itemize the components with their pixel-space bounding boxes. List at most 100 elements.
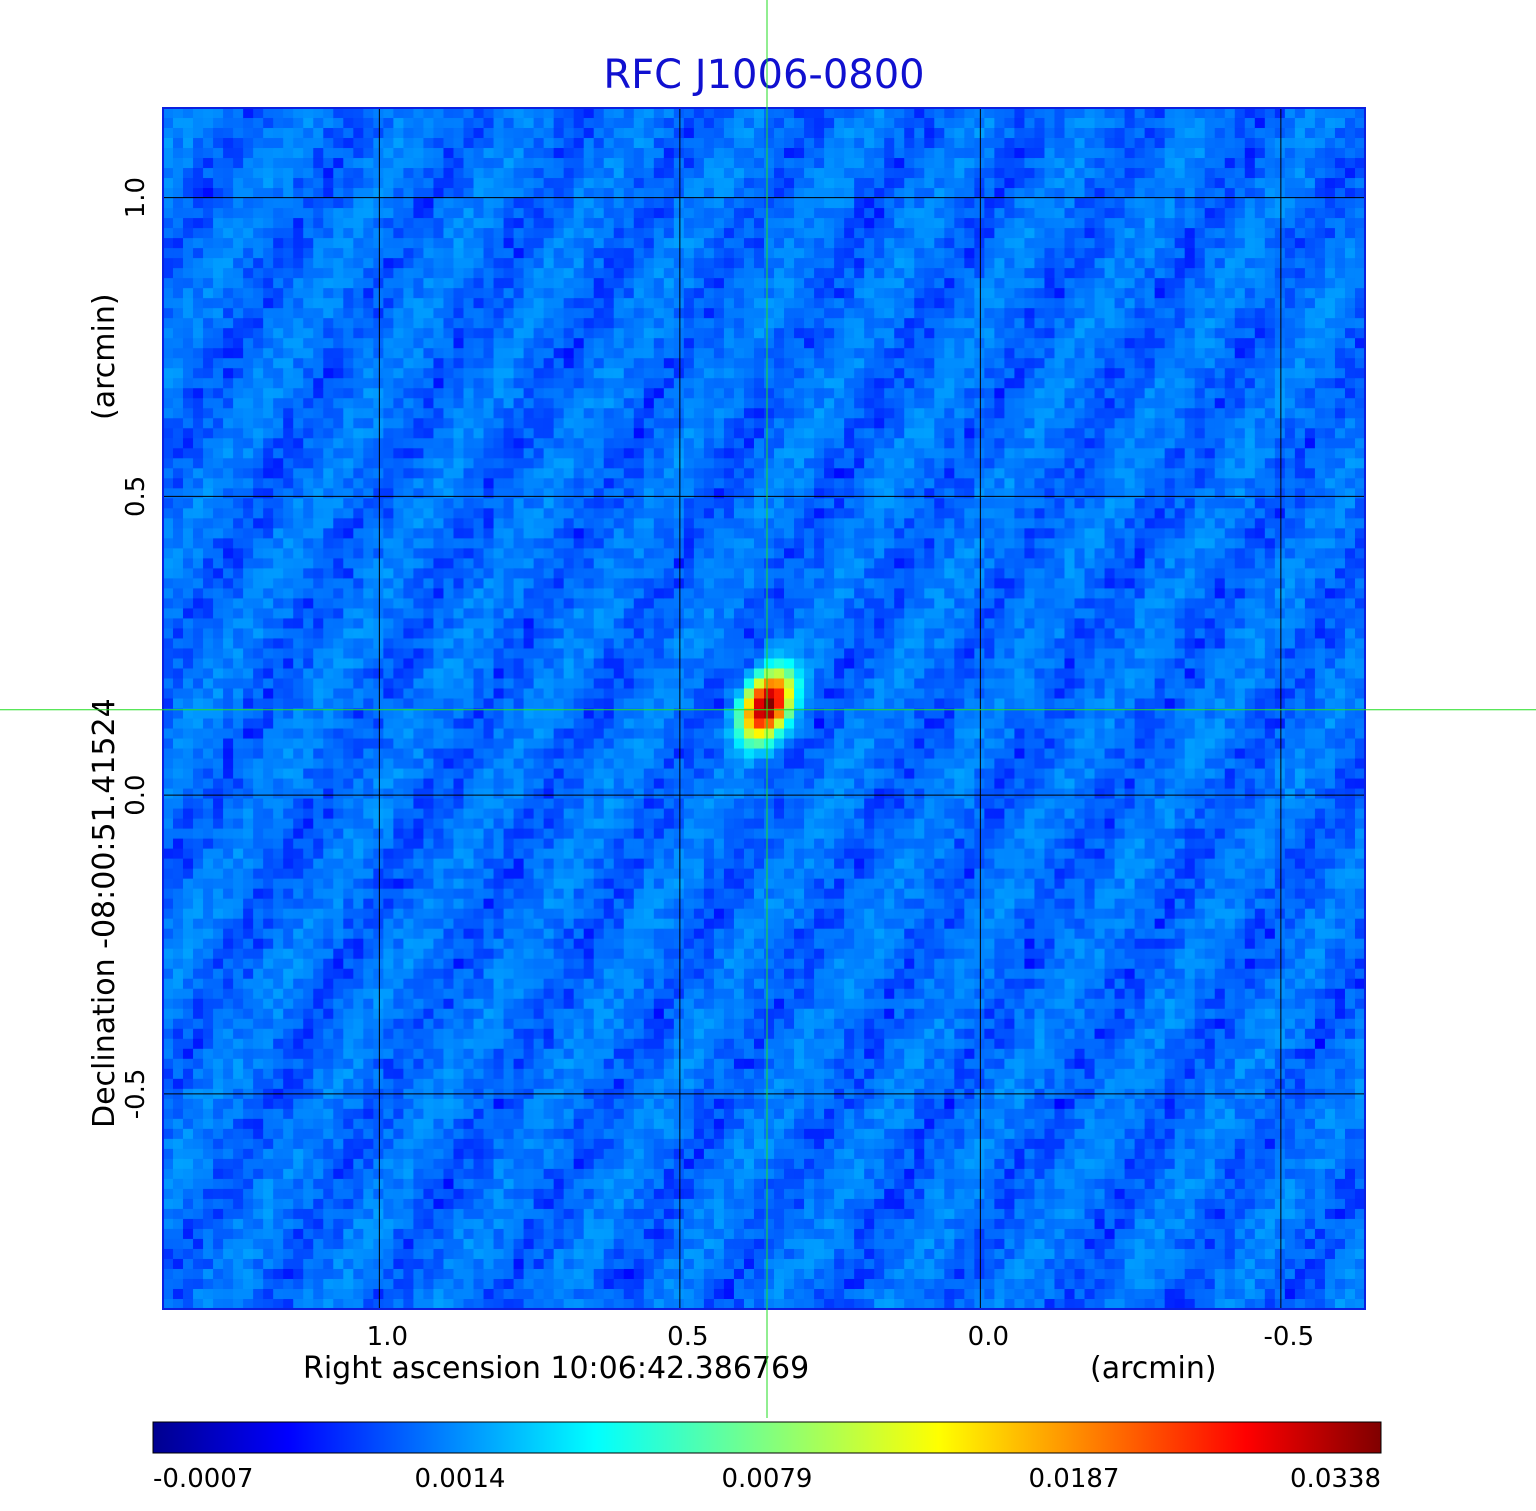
heatmap-cell xyxy=(283,118,294,129)
heatmap-cell xyxy=(333,1118,344,1130)
heatmap-cell xyxy=(563,1078,575,1090)
heatmap-cell xyxy=(203,638,214,650)
heatmap-cell xyxy=(203,218,214,229)
heatmap-cell xyxy=(293,488,304,499)
heatmap-cell xyxy=(293,398,304,409)
heatmap-cell xyxy=(473,1158,485,1170)
heatmap-cell xyxy=(433,318,445,329)
heatmap-cell xyxy=(503,978,515,990)
heatmap-cell xyxy=(473,908,485,920)
heatmap-cell xyxy=(263,858,274,870)
heatmap-cell xyxy=(553,428,565,439)
heatmap-cell xyxy=(463,398,475,409)
heatmap-cell xyxy=(303,598,314,610)
heatmap-cell xyxy=(393,748,404,760)
heatmap-cell xyxy=(563,298,575,309)
heatmap-cell xyxy=(183,338,194,349)
heatmap-cell xyxy=(243,548,254,559)
heatmap-cell xyxy=(553,678,565,690)
heatmap-cell xyxy=(223,358,234,369)
heatmap-cell xyxy=(543,818,555,830)
heatmap-cell xyxy=(193,838,204,850)
heatmap-cell xyxy=(363,718,374,730)
heatmap-cell xyxy=(273,408,284,419)
heatmap-cell xyxy=(243,1058,254,1070)
heatmap-cell xyxy=(513,558,525,569)
heatmap-cell xyxy=(303,1008,314,1020)
heatmap-cell xyxy=(503,1108,515,1120)
heatmap-cell xyxy=(233,368,244,379)
heatmap-cell xyxy=(363,708,374,720)
heatmap-cell xyxy=(483,1058,495,1070)
heatmap-cell xyxy=(483,908,495,920)
heatmap-cell xyxy=(253,498,264,509)
heatmap-cell xyxy=(313,838,324,850)
heatmap-cell xyxy=(463,948,475,960)
heatmap-cell xyxy=(393,988,404,1000)
heatmap-cell xyxy=(323,1288,334,1300)
heatmap-cell xyxy=(553,1188,565,1200)
heatmap-cell xyxy=(393,638,404,650)
heatmap-cell xyxy=(573,618,585,630)
heatmap-cell xyxy=(303,148,314,159)
heatmap-cell xyxy=(433,1178,445,1190)
heatmap-cell xyxy=(403,778,415,790)
heatmap-cell xyxy=(223,988,234,1000)
heatmap-cell xyxy=(243,1108,254,1120)
heatmap-cell xyxy=(193,1028,204,1040)
heatmap-cell xyxy=(523,1198,535,1210)
heatmap-cell xyxy=(523,568,535,579)
heatmap-cell xyxy=(333,148,344,159)
heatmap-cell xyxy=(383,468,394,479)
heatmap-cell xyxy=(293,568,304,579)
heatmap-cell xyxy=(573,558,585,569)
heatmap-cell xyxy=(503,748,515,760)
heatmap-cell xyxy=(283,648,294,660)
heatmap-cell xyxy=(223,458,234,469)
heatmap-cell xyxy=(393,358,404,369)
heatmap-cell xyxy=(193,808,204,820)
heatmap-cell xyxy=(243,538,254,549)
heatmap-cell xyxy=(273,1248,284,1260)
heatmap-cell xyxy=(403,528,415,539)
heatmap-cell xyxy=(193,1098,204,1110)
heatmap-cell xyxy=(303,988,314,1000)
heatmap-cell xyxy=(183,698,194,710)
heatmap-cell xyxy=(323,1218,334,1230)
heatmap-cell xyxy=(373,1228,384,1240)
heatmap-cell xyxy=(353,258,364,269)
heatmap-cell xyxy=(483,798,495,810)
heatmap-cell xyxy=(173,188,184,199)
heatmap-cell xyxy=(383,418,394,429)
heatmap-cell xyxy=(463,758,475,770)
heatmap-cell xyxy=(383,1168,394,1180)
heatmap-cell xyxy=(533,1098,545,1110)
heatmap-cell xyxy=(413,1218,425,1230)
heatmap-cell xyxy=(303,158,314,169)
heatmap-cell xyxy=(183,278,194,289)
heatmap-cell xyxy=(523,1208,535,1220)
heatmap-cell xyxy=(173,1118,184,1130)
heatmap-cell xyxy=(563,1048,575,1060)
heatmap-cell xyxy=(373,328,384,339)
heatmap-cell xyxy=(293,988,304,1000)
heatmap-cell xyxy=(483,1188,495,1200)
heatmap-cell xyxy=(423,638,435,650)
heatmap-cell xyxy=(323,1018,334,1030)
heatmap-cell xyxy=(473,388,485,399)
heatmap-cell xyxy=(463,898,475,910)
heatmap-cell xyxy=(193,1068,204,1080)
heatmap-cell xyxy=(573,748,585,760)
heatmap-cell xyxy=(483,1038,495,1050)
heatmap-cell xyxy=(223,788,234,800)
heatmap-cell xyxy=(203,938,214,950)
heatmap-cell xyxy=(243,498,254,509)
heatmap-cell xyxy=(423,928,435,940)
heatmap-cell xyxy=(183,258,194,269)
heatmap-cell xyxy=(363,1158,374,1170)
heatmap-cell xyxy=(163,408,174,419)
heatmap-cell xyxy=(293,1288,304,1300)
heatmap-cell xyxy=(343,648,354,660)
heatmap-cell xyxy=(223,428,234,439)
heatmap-cell xyxy=(413,288,425,299)
